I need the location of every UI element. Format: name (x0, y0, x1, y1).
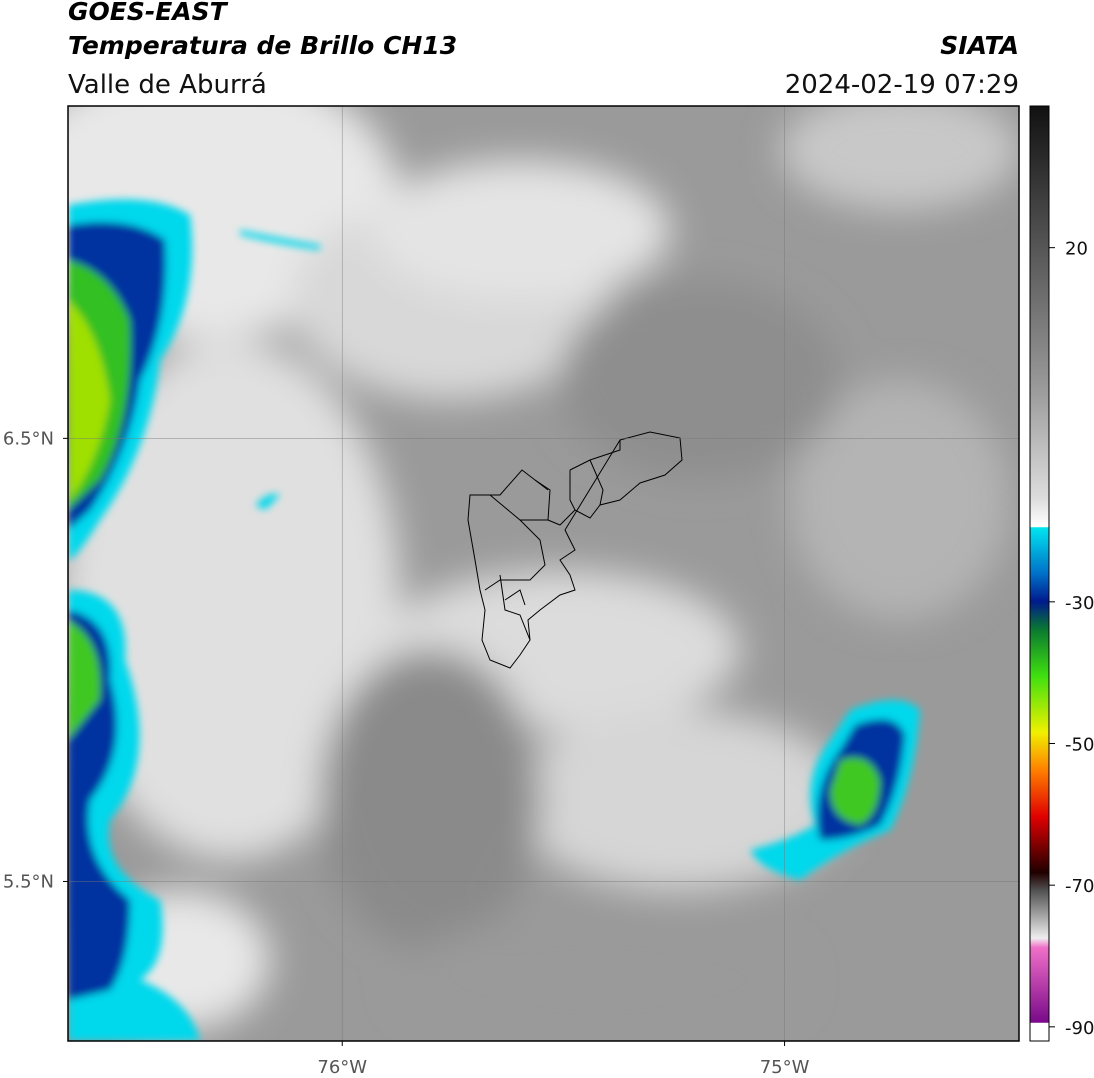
colorbar-tick-label: -70 (1065, 876, 1094, 897)
source: SIATA (940, 31, 1019, 60)
colorbar (1029, 105, 1050, 1042)
colorbar-tick-label: -30 (1065, 593, 1094, 614)
region: Valle de Aburrá (68, 70, 267, 100)
y-tick-label: 5.5°N (3, 871, 54, 892)
y-tick-label: 6.5°N (3, 428, 54, 449)
satellite-image (68, 106, 1019, 1041)
colorbar-tick-label: 20 (1065, 239, 1088, 260)
colorbar-tick-label: -90 (1065, 1018, 1094, 1039)
x-tick-label: 76°W (317, 1057, 367, 1078)
colorbar-tick-label: -50 (1065, 735, 1094, 756)
subtitle: Temperatura de Brillo CH13 (68, 31, 457, 60)
title: GOES-EAST (68, 0, 229, 26)
map-frame (67, 105, 1020, 1042)
datetime: 2024-02-19 07:29 (785, 70, 1019, 100)
x-tick-label: 75°W (760, 1057, 810, 1078)
